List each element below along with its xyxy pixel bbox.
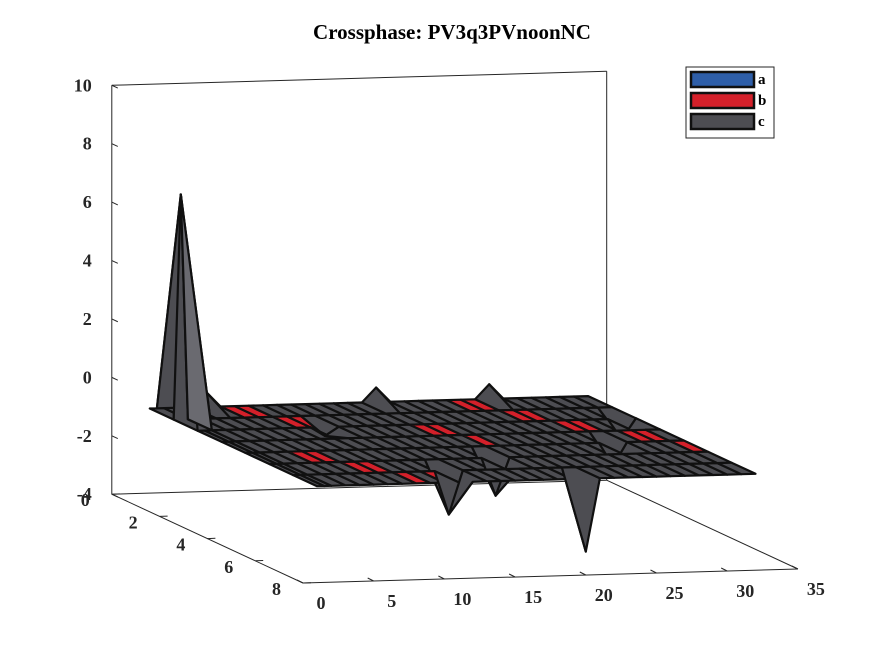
- y-tick-label: 0: [81, 490, 90, 510]
- legend-swatch: [689, 70, 756, 89]
- z-tick-label: 6: [83, 192, 92, 212]
- z-tick-label: -2: [77, 426, 92, 446]
- x-tick-mark: [791, 565, 799, 570]
- legend-label: a: [758, 72, 766, 88]
- z-tick-mark: [111, 318, 119, 323]
- x-tick-label: 15: [524, 587, 542, 607]
- surface-mesh: [148, 193, 757, 553]
- x-tick-label: 5: [387, 591, 396, 611]
- surface-patch: [716, 461, 757, 476]
- chart-title: Crossphase: PV3q3PVnoonNC: [313, 20, 591, 44]
- z-tick-label: 2: [83, 309, 92, 329]
- x-tick-label: 30: [736, 581, 754, 601]
- y-tick-label: 6: [224, 557, 233, 577]
- z-tick-mark: [111, 84, 119, 89]
- legend-label: c: [758, 114, 765, 130]
- surface-patch: [560, 466, 602, 553]
- x-tick-label: 0: [317, 593, 326, 613]
- x-tick-mark: [367, 577, 374, 582]
- legend: abc: [685, 66, 775, 139]
- x-tick-label: 25: [666, 583, 684, 603]
- x-tick-label: 35: [807, 579, 825, 599]
- peak-side-face: [179, 193, 213, 432]
- x-tick-mark: [650, 569, 657, 574]
- x-tick-mark: [720, 567, 728, 572]
- axis-ticks: -4 -2 0 2 4 6 8 10 0 2 4 6 8 0 5 10 15 20 25 30 35: [74, 75, 825, 613]
- z-tick-mark: [111, 260, 119, 264]
- x-tick-label: 20: [595, 585, 613, 605]
- z-tick-mark: [111, 376, 119, 381]
- legend-swatch: [689, 112, 756, 131]
- z-tick-mark: [111, 493, 119, 498]
- z-tick-mark: [111, 435, 119, 440]
- x-tick-mark: [296, 579, 304, 584]
- legend-swatch: [689, 91, 756, 110]
- y-tick-label: 8: [272, 579, 281, 599]
- y-tick-label: 2: [129, 512, 138, 532]
- x-tick-mark: [508, 573, 516, 578]
- legend-label: b: [758, 93, 766, 109]
- top-back-edge: [111, 70, 607, 86]
- z-tick-label: -4: [77, 484, 92, 504]
- z-tick-label: 0: [83, 367, 92, 387]
- floor-right-edge: [606, 479, 799, 570]
- x-tick-mark: [438, 575, 445, 580]
- y-tick-label: 4: [176, 535, 185, 555]
- floor-back-edge: [111, 479, 607, 495]
- x-tick-label: 10: [453, 589, 471, 609]
- x-tick-mark: [579, 571, 587, 576]
- z-tick-mark: [111, 201, 119, 206]
- x-axis-line: [302, 568, 798, 584]
- z-tick-label: 8: [83, 134, 92, 154]
- z-tick-mark: [111, 143, 119, 147]
- z-tick-label: 10: [74, 75, 92, 95]
- z-tick-label: 4: [83, 251, 92, 271]
